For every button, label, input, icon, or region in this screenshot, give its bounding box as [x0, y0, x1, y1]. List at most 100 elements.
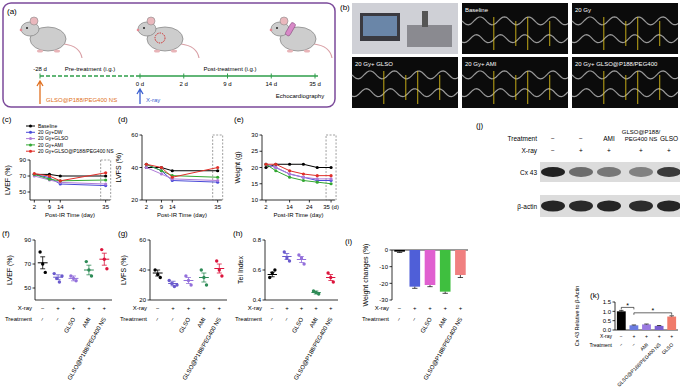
bar [617, 311, 626, 330]
x-row-value: + [56, 305, 60, 311]
photo-stage [407, 25, 452, 47]
y-tick-label: 50 [24, 285, 31, 291]
timeline-label: -28 d [33, 66, 47, 72]
panel-label: (j) [476, 121, 483, 130]
legend-label: 20 Gy+AMI [38, 142, 63, 148]
marker [216, 179, 219, 182]
y-tick-label: 60 [139, 237, 146, 243]
panel-label: (k) [590, 291, 600, 300]
x-row-value: + [202, 305, 206, 311]
error-cap [328, 274, 333, 275]
y-tick [140, 167, 143, 168]
bar [655, 326, 664, 330]
x-tick-label: GLSO@P188/PEG400 NS [293, 317, 334, 382]
marker [316, 177, 319, 180]
x-tick-label: 35 (d) [323, 204, 339, 210]
marker [104, 174, 107, 177]
x-tick-label: − [39, 316, 46, 322]
row-label: Treatment [589, 342, 612, 348]
significance: * [651, 307, 654, 314]
chart: (d)204060LVFS (%)291435Post-IR Time (day… [115, 115, 223, 218]
panel-label: (h) [233, 229, 243, 238]
band-label: β-actin [517, 203, 537, 211]
phase-label: Pre-treatment (i.g.) [65, 66, 115, 72]
x-tick-label: 14 [57, 204, 64, 210]
y-tick-label: 25 [251, 148, 258, 154]
column-label-part: PEG400 NS [625, 136, 658, 142]
marker [33, 172, 36, 175]
y-tick [390, 266, 393, 267]
error-cap [657, 325, 661, 326]
x-row-value: + [171, 305, 175, 311]
row-label: X-ray [521, 147, 537, 155]
timeline-post [140, 75, 318, 76]
echo-label: Baseline [465, 7, 489, 13]
y-tick-label: -10 [379, 264, 388, 270]
error-cap [171, 285, 176, 286]
x-tick-label: 35 [102, 204, 109, 210]
x-axis-label: Post-IR Time (day) [273, 212, 323, 218]
band-label: Cx 43 [520, 169, 537, 176]
x-axis-label: Post-IR Time (day) [45, 212, 95, 218]
timeline-tick [183, 74, 184, 79]
point [268, 276, 271, 279]
marker [48, 178, 51, 181]
y-tick-label: 0.6 [253, 267, 262, 273]
column-label: + [639, 147, 643, 154]
marker [48, 174, 51, 177]
bar [455, 250, 466, 275]
point [200, 268, 203, 271]
mouse-foot [287, 50, 293, 53]
x-tick-label: 24 [306, 204, 313, 210]
timeline-tick [40, 74, 41, 79]
series-line [146, 164, 217, 182]
blot-strip [540, 195, 680, 217]
series-line [266, 164, 331, 179]
marker [264, 163, 267, 166]
column-label: + [579, 147, 583, 154]
mouse-eye [143, 27, 145, 29]
column-label: GLSO [660, 135, 678, 142]
panel-label: (a) [7, 7, 17, 16]
error-cap [299, 256, 304, 257]
panel-label: (b) [340, 3, 350, 12]
mouse-foot [171, 50, 177, 53]
measure-line [515, 21, 516, 46]
panel-label: (f) [2, 229, 10, 238]
mouse-foot [54, 50, 60, 53]
measure-line [515, 75, 516, 100]
panel-label: (c) [2, 115, 12, 124]
error-cap [632, 324, 636, 325]
column-label: GLSO@P188/PEG400 NS [622, 129, 661, 142]
y-tick-label: 50 [19, 189, 26, 195]
series-line [146, 164, 217, 177]
measure-line [637, 17, 638, 50]
x-tick-label: AMI [438, 316, 449, 329]
point [168, 279, 171, 282]
arrow [37, 81, 43, 104]
error-cap [56, 279, 61, 280]
marker [216, 169, 219, 172]
blot-band [657, 201, 680, 212]
error-cap [314, 291, 319, 292]
blot-band [541, 167, 565, 177]
marker [104, 178, 107, 181]
x-tick-label: GLSO@P188/PEG400 NS [422, 317, 463, 382]
y-tick [260, 167, 263, 168]
marker [171, 176, 174, 179]
series-line [266, 164, 331, 175]
marker [33, 173, 36, 176]
photo-machine [360, 13, 400, 41]
error-cap [217, 264, 222, 265]
marker [274, 166, 277, 169]
measure-line [527, 17, 528, 50]
y-tick [263, 240, 266, 241]
blot-band [569, 201, 593, 212]
error-bar [460, 275, 461, 278]
x-tick-label: − [411, 316, 418, 322]
error-cap [285, 259, 290, 260]
x-row-value: + [443, 305, 447, 311]
y-axis [35, 240, 36, 300]
legend-swatch [26, 126, 35, 127]
panel-b: (b)Baseline20 Gy20 Gy+ GLSO20 Gy+ AMI20 … [340, 3, 678, 108]
